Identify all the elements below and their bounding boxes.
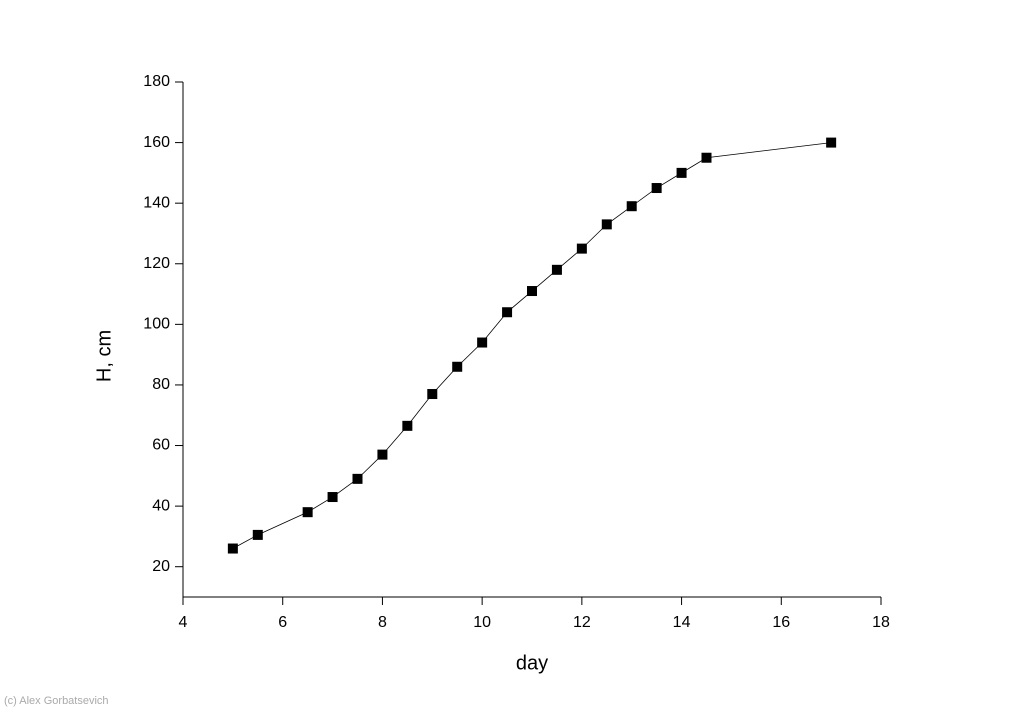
marker — [427, 389, 438, 400]
x-tick-label: 8 — [378, 614, 387, 631]
y-tick-label: 60 — [152, 437, 170, 454]
y-tick-label: 160 — [143, 134, 170, 151]
marker — [477, 337, 488, 348]
x-tick-label: 12 — [573, 614, 591, 631]
marker — [302, 507, 313, 518]
x-tick-label: 6 — [278, 614, 287, 631]
marker — [352, 473, 363, 484]
marker — [227, 543, 238, 554]
marker — [601, 219, 612, 230]
marker — [452, 361, 463, 372]
marker — [701, 152, 712, 163]
x-tick-label: 4 — [179, 614, 188, 631]
x-tick-label: 10 — [473, 614, 491, 631]
marker — [327, 492, 338, 503]
marker — [651, 183, 662, 194]
y-axis-label: H, cm — [93, 330, 115, 382]
y-tick-label: 40 — [152, 497, 170, 514]
x-axis-label: day — [516, 652, 548, 674]
marker — [576, 243, 587, 254]
y-tick-label: 120 — [143, 255, 170, 272]
marker — [502, 307, 513, 318]
x-tick-label: 14 — [673, 614, 691, 631]
x-tick-label: 18 — [872, 614, 890, 631]
marker — [402, 420, 413, 431]
marker — [826, 137, 837, 148]
marker — [252, 529, 263, 540]
y-tick-label: 80 — [152, 376, 170, 393]
line — [232, 142, 832, 549]
y-tick-label: 180 — [143, 73, 170, 90]
marker — [551, 264, 562, 275]
marker — [626, 201, 637, 212]
marker — [527, 286, 537, 297]
y-tick-label: 20 — [152, 558, 170, 575]
x-tick-label: 16 — [772, 614, 790, 631]
y-tick-label: 100 — [143, 316, 170, 333]
marker — [377, 449, 388, 460]
y-tick-label: 140 — [143, 194, 170, 211]
marker — [676, 167, 687, 178]
credit: (c) Alex Gorbatsevich — [4, 695, 109, 707]
